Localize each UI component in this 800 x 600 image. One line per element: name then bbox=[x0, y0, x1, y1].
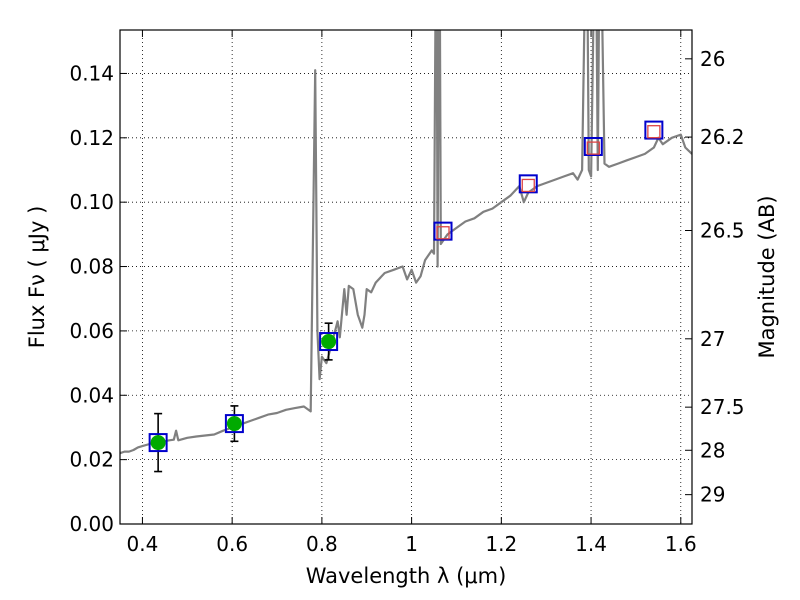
model-photometry-marker bbox=[583, 137, 603, 157]
detection-marker bbox=[226, 416, 242, 432]
points-layer bbox=[148, 120, 664, 473]
detection-marker bbox=[321, 334, 337, 350]
x-axis-label: Wavelength λ (μm) bbox=[306, 564, 507, 588]
upper-limit-marker bbox=[586, 141, 600, 155]
spectrum-line bbox=[120, 30, 692, 455]
ticks: 0.4 0.6 0.8 1 1.2 1.4 1.6 0.00 0.02 0.04 0.06 0.08 0… bbox=[69, 30, 745, 556]
plot-frame bbox=[119, 29, 693, 525]
model-photometry-marker bbox=[433, 221, 453, 241]
upper-limit-marker bbox=[436, 226, 450, 240]
right-tick-label: 27.5 bbox=[700, 395, 745, 419]
right-axis-label: Magnitude (AB) bbox=[755, 195, 779, 358]
right-tick-label: 27 bbox=[700, 327, 725, 351]
upper-limit-marker bbox=[647, 125, 661, 139]
model-photometry-marker bbox=[319, 332, 339, 352]
x-tick-label: 1.6 bbox=[665, 532, 697, 556]
x-tick-label: 0.6 bbox=[216, 532, 248, 556]
model-photometry-marker bbox=[644, 120, 664, 140]
y-tick-label: 0.10 bbox=[69, 190, 114, 214]
y-tick-label: 0.08 bbox=[69, 255, 114, 279]
model-photometry-marker bbox=[148, 433, 168, 453]
y-tick-label: 0.04 bbox=[69, 383, 114, 407]
x-tick-label: 1.4 bbox=[575, 532, 607, 556]
x-tick-label: 0.4 bbox=[127, 532, 159, 556]
y-tick-label: 0.12 bbox=[69, 126, 114, 150]
spectrum-layer bbox=[120, 30, 692, 455]
y-tick-label: 0.02 bbox=[69, 448, 114, 472]
model-photometry-marker bbox=[224, 414, 244, 434]
right-tick-label: 28 bbox=[700, 438, 725, 462]
model-photometry-marker bbox=[518, 174, 538, 194]
right-tick-label: 26 bbox=[700, 47, 725, 71]
upper-limit-marker bbox=[521, 178, 535, 193]
x-tick-label: 1.2 bbox=[485, 532, 517, 556]
right-tick-label: 29 bbox=[700, 483, 725, 507]
y-tick-label: 0.14 bbox=[69, 61, 114, 85]
right-tick-label: 26.5 bbox=[700, 218, 745, 242]
x-tick-label: 0.8 bbox=[306, 532, 338, 556]
y-tick-label: 0.06 bbox=[69, 319, 114, 343]
y-tick-label: 0.00 bbox=[69, 512, 114, 536]
detection-marker bbox=[150, 435, 166, 451]
y-axis-label: Flux Fν ( μJy ) bbox=[25, 206, 49, 349]
x-tick-label: 1 bbox=[405, 532, 418, 556]
right-tick-label: 26.2 bbox=[700, 125, 745, 149]
